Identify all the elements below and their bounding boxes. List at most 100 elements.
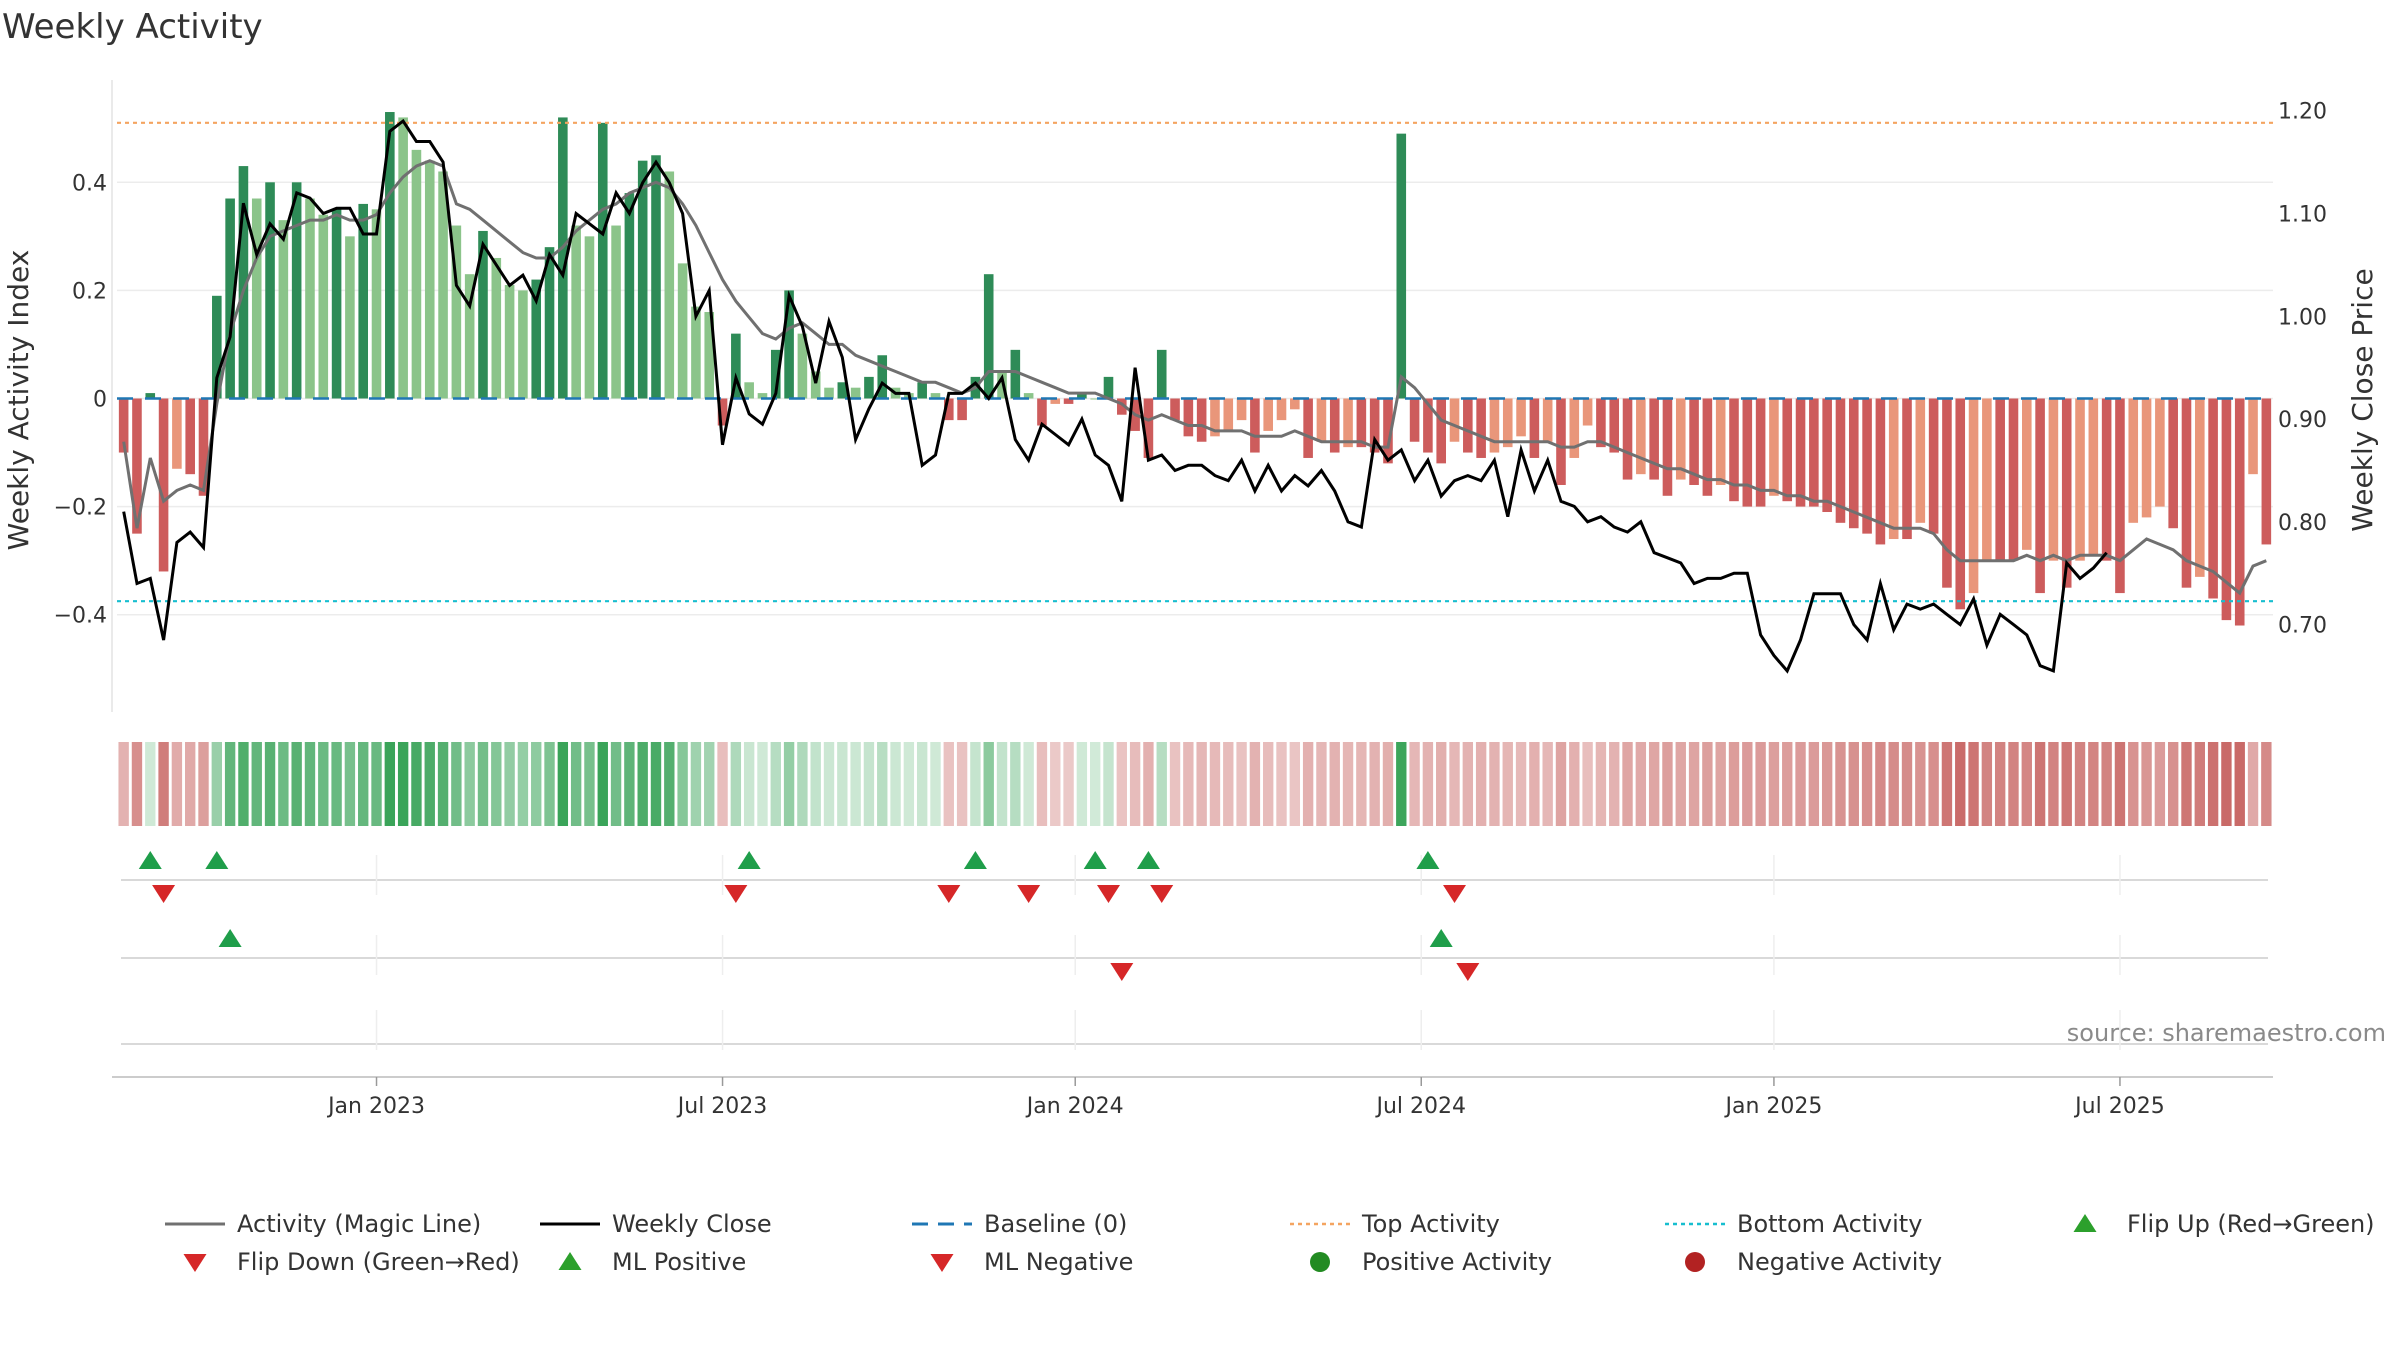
activity-bar — [1037, 398, 1047, 426]
activity-bar — [1449, 398, 1460, 442]
flip-down-marker — [1443, 885, 1467, 903]
activity-bar — [1848, 398, 1859, 529]
activity-bar — [1529, 398, 1540, 458]
heat-cell — [2021, 742, 2032, 826]
ml-negative-marker — [1110, 963, 1134, 981]
heat-cell — [2128, 742, 2139, 826]
heat-cell — [1915, 742, 1926, 826]
activity-bar — [1463, 398, 1473, 453]
activity-bar — [411, 149, 422, 399]
heat-cell — [1143, 742, 1154, 826]
y-tick-label: 0 — [93, 388, 107, 413]
y2-tick-label: 1.00 — [2278, 305, 2327, 330]
activity-bar — [345, 236, 355, 399]
activity-bar — [145, 393, 156, 399]
heat-cell — [1276, 742, 1287, 826]
y2-tick-label: 1.20 — [2278, 100, 2327, 125]
heat-cell — [1369, 742, 1380, 826]
activity-bar — [624, 193, 635, 399]
heat-cell — [1129, 742, 1141, 826]
activity-bar — [1316, 398, 1327, 442]
heat-cell — [2207, 742, 2219, 826]
activity-bar — [571, 225, 581, 399]
activity-bar — [491, 257, 502, 399]
heat-cell — [2048, 742, 2059, 826]
heat-cell — [1968, 742, 1979, 826]
y2-axis-label: Weekly Close Price — [2346, 268, 2379, 531]
activity-bar — [784, 290, 794, 399]
activity-bar — [1675, 398, 1686, 480]
activity-bar — [1502, 398, 1513, 448]
activity-bar — [917, 382, 927, 399]
heat-cell — [2061, 742, 2072, 826]
heat-cell — [757, 742, 768, 826]
heat-cell — [983, 742, 994, 826]
heat-cell — [224, 742, 236, 826]
heat-cell — [1196, 742, 1207, 826]
y2-tick-label: 0.70 — [2278, 614, 2327, 639]
heat-cell — [504, 742, 515, 826]
heat-cell — [1808, 742, 1820, 826]
heat-cell — [1329, 742, 1340, 826]
activity-bar — [2195, 398, 2205, 577]
activity-bar — [2221, 398, 2232, 621]
heat-cell — [1089, 742, 1101, 826]
heat-cell — [131, 742, 143, 826]
heat-cell — [916, 742, 928, 826]
activity-bar — [398, 117, 408, 399]
legend-entry: Flip Up (Red→Green) — [2073, 1210, 2375, 1238]
activity-bar — [2088, 398, 2099, 556]
heat-cell — [1901, 742, 1913, 826]
legend-label: Negative Activity — [1737, 1248, 1942, 1276]
flip-down-marker — [152, 885, 176, 903]
activity-bar — [1436, 398, 1447, 464]
activity-bar — [278, 220, 289, 399]
legend-entry: ML Negative — [930, 1248, 1133, 1276]
activity-bar — [2075, 398, 2085, 561]
activity-bar — [677, 263, 688, 399]
heat-cell — [1728, 742, 1740, 826]
heat-cell — [2154, 742, 2166, 826]
flip-up-marker — [1083, 851, 1107, 869]
heat-cell — [318, 742, 329, 826]
heat-cell — [1994, 742, 2006, 826]
legend-label: Baseline (0) — [984, 1210, 1127, 1238]
heat-cell — [1821, 742, 1833, 826]
activity-bar — [1982, 398, 1992, 561]
activity-bar — [1290, 398, 1300, 410]
legend-label: Flip Down (Green→Red) — [237, 1248, 520, 1276]
activity-bar — [1662, 398, 1673, 496]
heat-cell — [1622, 742, 1633, 826]
heat-cell — [1835, 742, 1846, 826]
heat-cell — [1382, 742, 1394, 826]
activity-bar — [331, 209, 342, 399]
heat-cell — [717, 742, 728, 826]
heat-cell — [331, 742, 342, 826]
activity-bar — [1729, 398, 1739, 502]
heat-cell — [1356, 742, 1367, 826]
heat-cell — [464, 742, 475, 826]
ml-positive-marker — [218, 929, 242, 947]
activity-bar — [212, 295, 222, 399]
activity-bar — [1556, 398, 1566, 485]
heat-cell — [1635, 742, 1647, 826]
activity-bar — [1569, 398, 1580, 458]
heat-cell — [1648, 742, 1660, 826]
y-tick-label: 0.4 — [72, 171, 107, 196]
heat-cell — [1289, 742, 1301, 826]
activity-bar — [1383, 398, 1393, 464]
heat-cell — [996, 742, 1008, 826]
heat-cell — [1409, 742, 1420, 826]
activity-bar — [704, 312, 715, 399]
activity-bar — [757, 393, 768, 399]
activity-bar — [1196, 398, 1207, 442]
activity-bar — [558, 117, 568, 399]
activity-bar — [1010, 349, 1021, 399]
heat-cell — [570, 742, 582, 826]
activity-heat-strip — [118, 742, 2272, 826]
heat-cell — [1422, 742, 1434, 826]
heat-cell — [903, 742, 915, 826]
activity-bar — [1183, 398, 1194, 437]
heat-cell — [823, 742, 835, 826]
heat-cell — [491, 742, 502, 826]
